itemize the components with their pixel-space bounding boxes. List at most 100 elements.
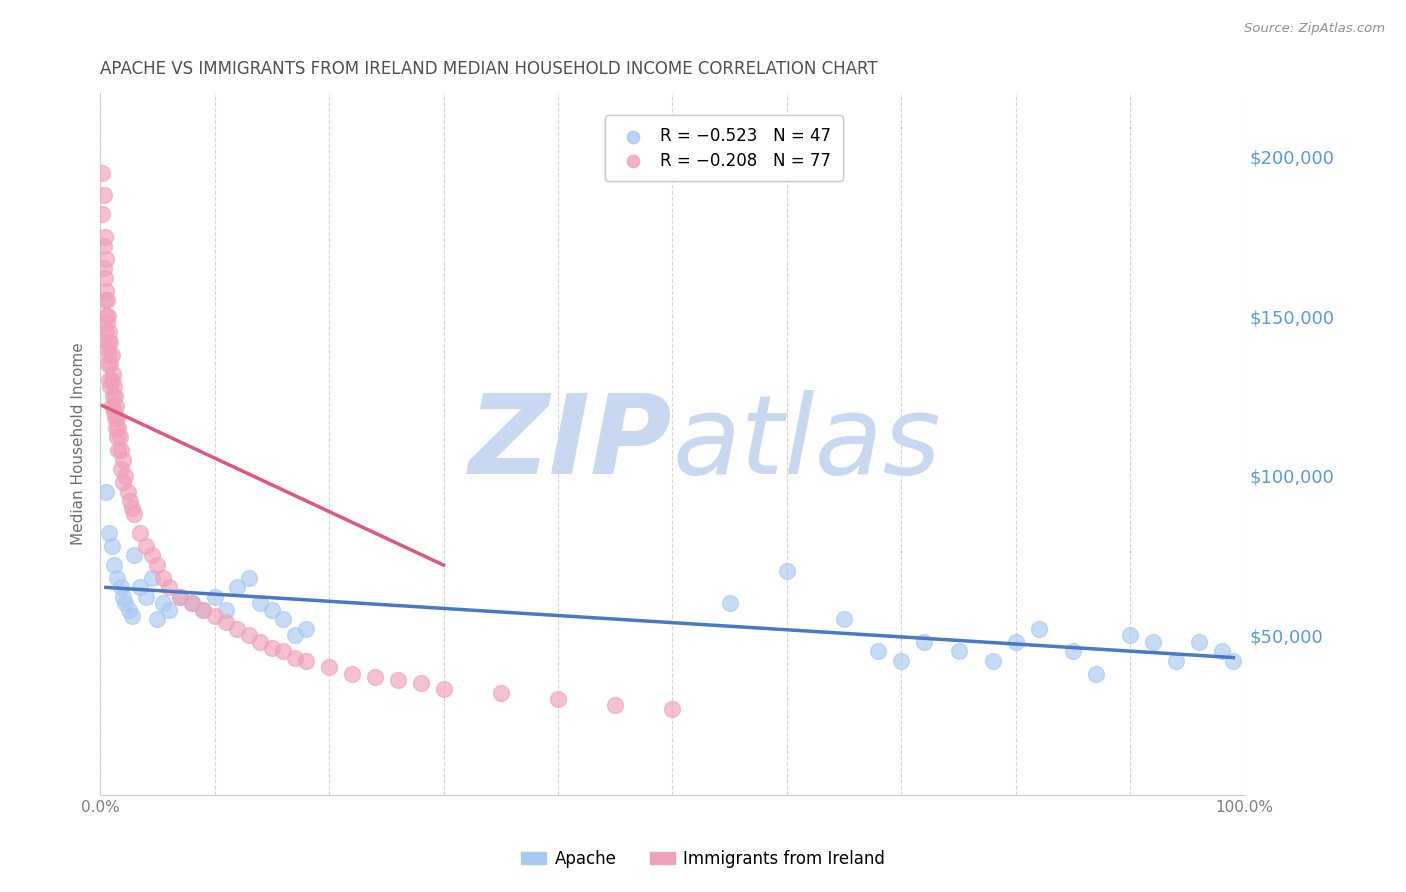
Point [260,603,283,617]
Point [111,475,134,490]
Point [605,698,627,713]
Point [100,379,122,393]
Point [271,612,294,626]
Point [204,609,226,624]
Point [105,411,128,425]
Point [215,603,238,617]
Point [1188,634,1211,648]
Point [661,701,683,715]
Point [93,271,115,285]
Text: ZIP: ZIP [470,391,672,498]
Point [121,609,143,624]
Point [111,452,134,467]
Point [94,284,117,298]
Legend: Apache, Immigrants from Ireland: Apache, Immigrants from Ireland [515,844,891,875]
Point [103,379,125,393]
Point [547,692,569,706]
Point [97,310,120,324]
Point [105,399,128,413]
Point [107,421,129,435]
Point [96,293,118,308]
Point [284,650,307,665]
Point [91,166,114,180]
Point [121,500,143,515]
Point [284,628,307,642]
Point [180,596,202,610]
Point [1119,628,1142,642]
Point [1211,644,1233,658]
Point [238,571,260,585]
Point [1164,654,1187,668]
Point [157,581,180,595]
Point [117,484,139,499]
Point [318,660,340,674]
Point [100,334,122,349]
Point [98,373,121,387]
Point [146,612,169,626]
Point [114,596,136,610]
Point [124,507,146,521]
Point [100,348,122,362]
Point [169,590,191,604]
Point [238,628,260,642]
Point [226,622,249,636]
Point [108,430,131,444]
Point [101,389,124,403]
Point [191,603,214,617]
Point [101,367,124,381]
Point [776,565,799,579]
Point [169,590,191,604]
Point [340,666,363,681]
Point [718,596,741,610]
Point [103,558,125,572]
Point [1142,634,1164,648]
Point [98,325,121,339]
Point [387,673,409,687]
Point [94,325,117,339]
Point [118,603,141,617]
Point [111,590,134,604]
Point [93,261,115,276]
Point [104,411,127,425]
Point [135,590,157,604]
Point [100,357,122,371]
Text: Source: ZipAtlas.com: Source: ZipAtlas.com [1244,22,1385,36]
Point [1062,644,1084,658]
Point [249,596,271,610]
Point [98,526,121,541]
Point [191,603,214,617]
Point [249,634,271,648]
Point [152,571,174,585]
Point [107,443,129,458]
Point [890,654,912,668]
Point [98,348,121,362]
Point [364,670,387,684]
Point [110,443,132,458]
Point [94,484,117,499]
Point [93,293,115,308]
Point [226,581,249,595]
Point [100,399,122,413]
Point [981,654,1004,668]
Point [97,357,120,371]
Point [91,207,114,221]
Legend: R = −0.523   N = 47, R = −0.208   N = 77: R = −0.523 N = 47, R = −0.208 N = 77 [605,115,842,181]
Point [129,581,152,595]
Point [110,581,132,595]
Point [103,405,125,419]
Point [204,590,226,604]
Point [271,644,294,658]
Point [94,252,117,266]
Point [93,229,115,244]
Point [152,596,174,610]
Point [93,188,115,202]
Point [1222,654,1244,668]
Point [96,316,118,330]
Point [215,615,238,630]
Point [124,549,146,563]
Point [180,596,202,610]
Point [1005,634,1028,648]
Point [832,612,855,626]
Point [868,644,890,658]
Point [146,558,169,572]
